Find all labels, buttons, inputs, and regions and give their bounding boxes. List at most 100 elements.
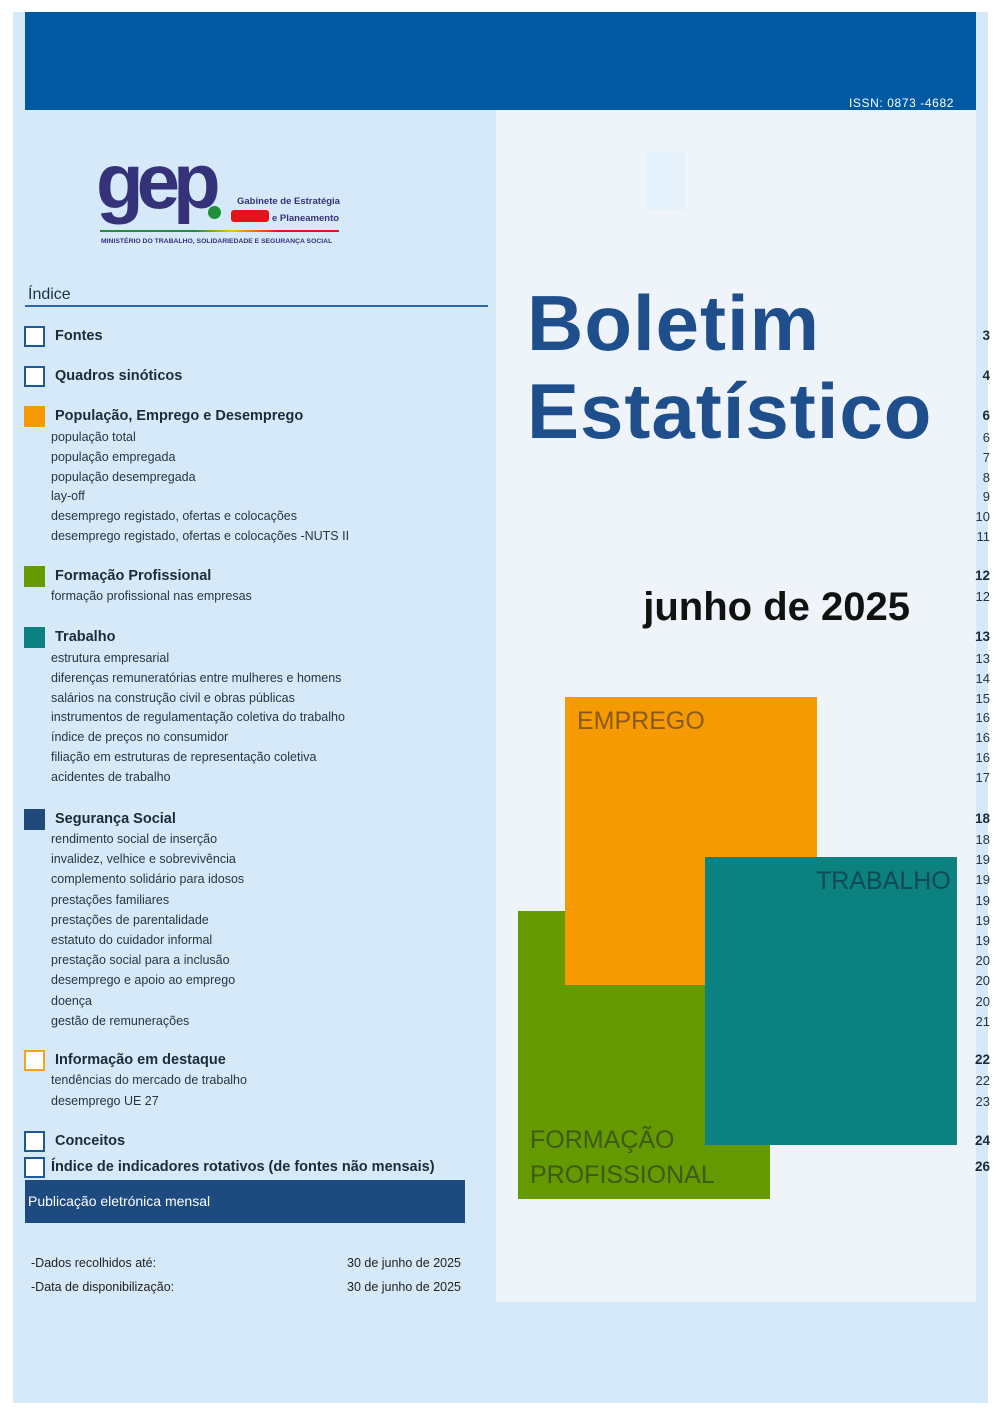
section-color-box bbox=[24, 406, 45, 427]
index-item-page: 19 bbox=[975, 872, 990, 888]
index-item[interactable]: acidentes de trabalho bbox=[51, 769, 171, 784]
section-title[interactable]: Formação Profissional bbox=[55, 568, 212, 584]
section-page: 18 bbox=[974, 811, 990, 826]
gep-logo: gep Gabinete de Estratégia e Planeamento… bbox=[96, 137, 346, 251]
collected-value: 30 de junho de 2025 bbox=[347, 1256, 461, 1270]
section-title[interactable]: Fontes bbox=[55, 328, 103, 344]
section-page: 6 bbox=[982, 408, 990, 423]
index-item-page: 16 bbox=[975, 750, 990, 765]
index-item-page: 14 bbox=[975, 670, 990, 686]
index-item[interactable]: desemprego registado, ofertas e colocaçõ… bbox=[51, 509, 297, 524]
index-item-page: 16 bbox=[975, 730, 990, 746]
index-item[interactable]: população total bbox=[51, 430, 136, 444]
index-item[interactable]: salários na construção civil e obras púb… bbox=[51, 690, 295, 705]
section-page: 4 bbox=[982, 368, 990, 383]
index-item-page: 11 bbox=[976, 529, 991, 544]
logo-line-1: Gabinete de Estratégia bbox=[237, 196, 340, 207]
logo-ministry: MINISTÉRIO DO TRABALHO, SOLIDARIEDADE E … bbox=[101, 238, 333, 245]
trabalho-block bbox=[705, 857, 957, 1145]
index-item-page: 23 bbox=[975, 1093, 990, 1109]
section-title[interactable]: População, Emprego e Desemprego bbox=[55, 408, 304, 424]
index-item-page: 10 bbox=[975, 509, 990, 525]
index-item[interactable]: tendências do mercado de trabalho bbox=[51, 1073, 247, 1087]
index-item[interactable]: gestão de remunerações bbox=[51, 1013, 190, 1028]
logo-line-2: e Planeamento bbox=[272, 213, 340, 224]
section-color-box bbox=[24, 566, 45, 587]
logo-green-dot bbox=[208, 206, 221, 219]
index-item[interactable]: estrutura empresarial bbox=[51, 651, 170, 665]
logo-wordmark: gep bbox=[96, 137, 221, 225]
index-item-page: 20 bbox=[975, 993, 990, 1009]
month-label: junho de 2025 bbox=[643, 585, 910, 629]
section-color-box bbox=[24, 366, 45, 387]
section-page: 22 bbox=[974, 1052, 990, 1067]
index-item[interactable]: rendimento social de inserção bbox=[51, 832, 218, 846]
index-item[interactable]: estatuto do cuidador informal bbox=[51, 933, 213, 947]
index-item-page: 19 bbox=[975, 933, 990, 948]
index-item[interactable]: lay-off bbox=[51, 489, 85, 504]
section-color-box bbox=[24, 1050, 45, 1071]
available-value: 30 de junho de 2025 bbox=[347, 1280, 461, 1294]
section-title[interactable]: Índice de indicadores rotativos (de font… bbox=[51, 1159, 435, 1175]
formacao-label-1: FORMAÇÃO bbox=[530, 1126, 675, 1154]
section-title[interactable]: Informação em destaque bbox=[55, 1052, 226, 1068]
decorative-rectangle bbox=[647, 152, 685, 210]
index-item-page: 16 bbox=[975, 710, 990, 726]
section-title[interactable]: Segurança Social bbox=[55, 811, 176, 827]
index-item-page: 17 bbox=[975, 769, 990, 785]
section-title[interactable]: Conceitos bbox=[55, 1133, 126, 1149]
section-color-box bbox=[24, 1157, 45, 1178]
index-item-page: 20 bbox=[975, 973, 990, 989]
logo-red-bar bbox=[231, 210, 269, 222]
index-item[interactable]: índice de preços no consumidor bbox=[51, 730, 229, 745]
index-item[interactable]: filiação em estruturas de representação … bbox=[51, 750, 317, 764]
index-item[interactable]: desemprego UE 27 bbox=[51, 1093, 159, 1108]
section-title[interactable]: Quadros sinóticos bbox=[55, 368, 183, 384]
index-item-page: 18 bbox=[975, 832, 990, 847]
index-item[interactable]: invalidez, velhice e sobrevivência bbox=[51, 852, 236, 867]
index-item[interactable]: população empregada bbox=[51, 449, 176, 464]
title-line-1: Boletim bbox=[527, 279, 821, 367]
section-page: 13 bbox=[974, 629, 990, 644]
issn-label: ISSN: 0873 -4682 bbox=[849, 96, 954, 110]
index-item[interactable]: doença bbox=[51, 993, 93, 1008]
logo-rule bbox=[100, 230, 339, 232]
section-title[interactable]: Trabalho bbox=[55, 629, 116, 645]
index-item[interactable]: desemprego registado, ofertas e colocaçõ… bbox=[51, 529, 350, 543]
header-band bbox=[25, 12, 976, 110]
section-color-box bbox=[24, 1131, 45, 1152]
index-item[interactable]: formação profissional nas empresas bbox=[51, 589, 252, 603]
index-item[interactable]: prestação social para a inclusão bbox=[51, 953, 230, 968]
index-item-page: 19 bbox=[975, 912, 990, 928]
index-item-page: 22 bbox=[975, 1073, 990, 1088]
title-line-2: Estatístico bbox=[527, 367, 933, 455]
emprego-label: EMPREGO bbox=[577, 707, 705, 735]
index-item-page: 12 bbox=[975, 589, 990, 604]
index-item[interactable]: desemprego e apoio ao emprego bbox=[51, 973, 236, 988]
index-item-page: 19 bbox=[975, 852, 990, 868]
index-item[interactable]: prestações familiares bbox=[51, 892, 170, 907]
index-item-page: 7 bbox=[982, 449, 990, 465]
section-page: 26 bbox=[974, 1159, 990, 1174]
index-title: Índice bbox=[28, 286, 71, 303]
publication-band bbox=[25, 1180, 465, 1223]
formacao-label-2: PROFISSIONAL bbox=[530, 1161, 715, 1189]
section-color-box bbox=[24, 809, 45, 830]
trabalho-label: TRABALHO bbox=[816, 867, 951, 895]
index-rule bbox=[25, 305, 488, 307]
index-item-page: 15 bbox=[975, 690, 990, 706]
index-item-page: 13 bbox=[975, 651, 990, 666]
index-item[interactable]: complemento solidário para idosos bbox=[51, 872, 245, 887]
index-item-page: 19 bbox=[975, 892, 990, 908]
index-item[interactable]: prestações de parentalidade bbox=[51, 912, 209, 927]
index-item[interactable]: instrumentos de regulamentação coletiva … bbox=[51, 710, 345, 725]
section-color-box bbox=[24, 326, 45, 347]
index-item[interactable]: diferenças remuneratórias entre mulheres… bbox=[51, 670, 342, 685]
index-item-page: 6 bbox=[982, 430, 990, 445]
publication-label: Publicação eletrónica mensal bbox=[28, 1193, 211, 1209]
section-color-box bbox=[24, 627, 45, 648]
index-item[interactable]: população desempregada bbox=[51, 469, 196, 484]
available-label: -Data de disponibilização: bbox=[31, 1280, 175, 1294]
section-page: 3 bbox=[982, 328, 990, 343]
collected-label: -Dados recolhidos até: bbox=[31, 1256, 157, 1270]
